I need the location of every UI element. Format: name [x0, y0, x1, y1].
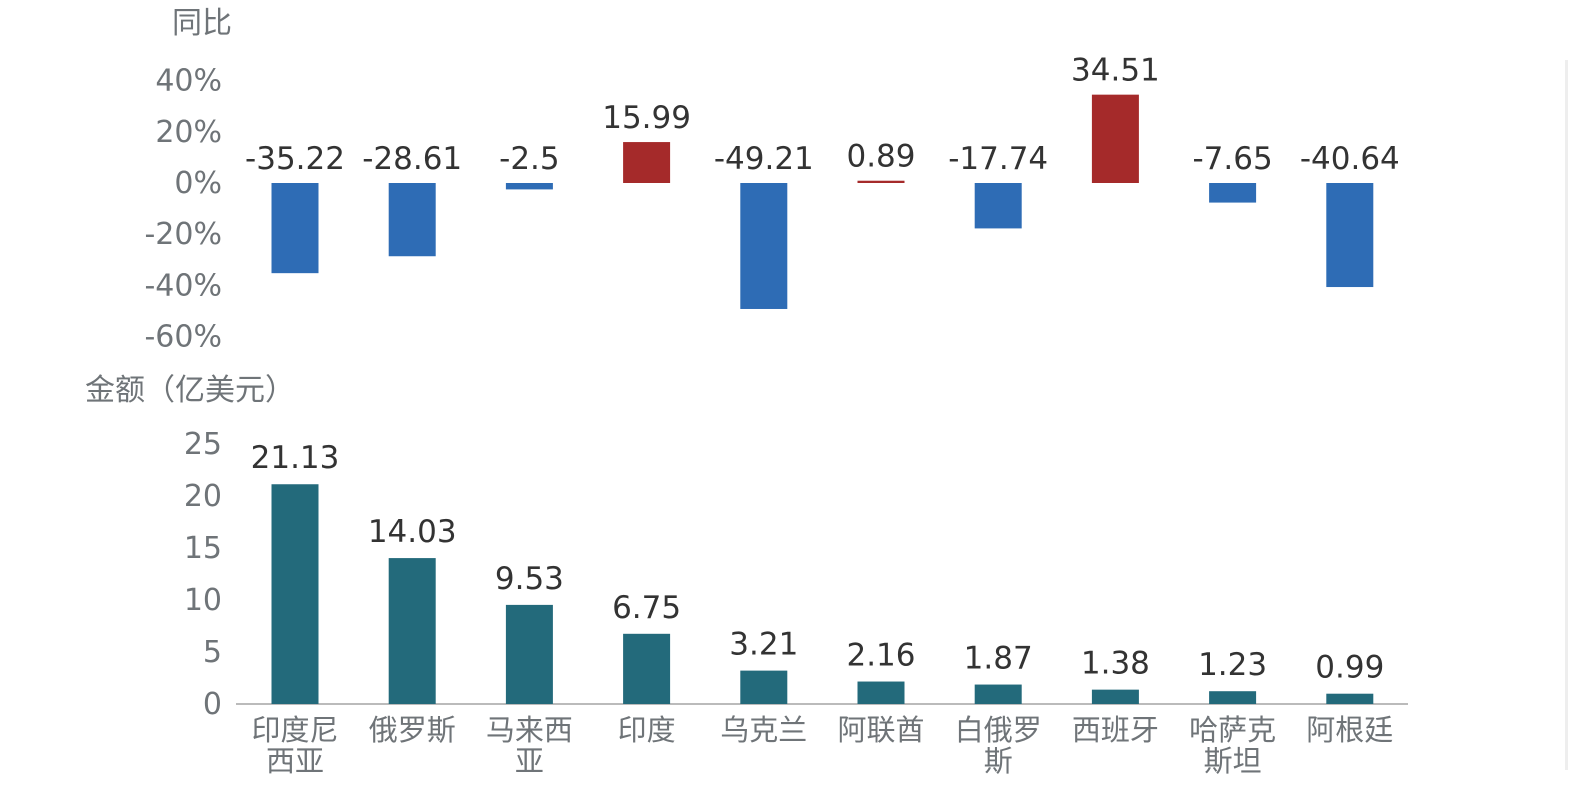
- amount-value-label: 1.23: [1198, 647, 1267, 683]
- amount-y-tick: 10: [184, 583, 222, 618]
- amount-bar: [271, 484, 319, 704]
- amount-bar: [505, 604, 553, 704]
- yoy-value-label: -49.21: [714, 141, 814, 177]
- yoy-bar: [623, 142, 671, 183]
- category-label: 印度尼: [251, 713, 338, 747]
- yoy-value-label: -2.5: [499, 141, 560, 177]
- amount-bar: [857, 681, 905, 704]
- amount-bar: [740, 670, 788, 704]
- yoy-bar: [271, 183, 319, 274]
- category-label: 阿根廷: [1306, 713, 1393, 747]
- yoy-y-tick: -20%: [144, 217, 222, 252]
- yoy-value-label: 34.51: [1071, 53, 1160, 89]
- yoy-bar: [1326, 183, 1374, 288]
- yoy-bar: [1091, 94, 1139, 183]
- yoy-y-ticks: 40% 20% 0% -20% -40% -60%: [144, 64, 222, 355]
- category-label: 俄罗斯: [369, 713, 456, 747]
- amount-data-labels: 21.13 14.03 9.53 6.75 3.21 2.16 1.87 1.38 1.23 0.…: [251, 440, 1385, 685]
- yoy-value-label: -17.74: [948, 141, 1048, 177]
- category-label: 哈萨克: [1189, 713, 1276, 747]
- amount-value-label: 21.13: [251, 440, 340, 476]
- yoy-bars: [271, 94, 1374, 309]
- amount-y-ticks: 25 20 15 10 5 0: [184, 427, 222, 722]
- yoy-y-tick: -40%: [144, 268, 222, 303]
- amount-y-tick: 0: [203, 687, 222, 722]
- category-label: 斯坦: [1204, 744, 1262, 778]
- yoy-y-tick: 20%: [155, 115, 222, 150]
- category-label: 乌克兰: [720, 713, 807, 747]
- category-label: 白俄罗: [955, 713, 1042, 747]
- yoy-y-tick: 0%: [174, 166, 222, 201]
- amount-bar: [974, 684, 1022, 704]
- yoy-bar: [857, 180, 905, 183]
- category-label: 马来西: [486, 713, 573, 747]
- amount-value-label: 0.99: [1315, 650, 1384, 686]
- yoy-value-label: -40.64: [1300, 141, 1400, 177]
- yoy-value-label: 15.99: [602, 100, 691, 136]
- amount-value-label: 3.21: [729, 627, 798, 663]
- yoy-value-label: -35.22: [245, 141, 345, 177]
- yoy-value-label: -28.61: [362, 141, 462, 177]
- right-edge-divider: [1565, 60, 1568, 770]
- amount-value-label: 14.03: [368, 514, 457, 550]
- yoy-value-label: -7.65: [1192, 141, 1272, 177]
- yoy-y-tick: -60%: [144, 320, 222, 355]
- yoy-value-label: 0.89: [846, 139, 915, 175]
- amount-value-label: 1.38: [1081, 646, 1150, 682]
- yoy-bar: [974, 183, 1022, 229]
- amount-y-tick: 20: [184, 479, 222, 514]
- category-label: 阿联酋: [837, 713, 924, 747]
- amount-bar: [388, 558, 436, 704]
- category-label: 亚: [515, 744, 544, 778]
- amount-bar: [623, 633, 671, 704]
- yoy-bar: [1209, 183, 1257, 203]
- amount-bar: [1091, 689, 1139, 704]
- category-label: 斯: [984, 744, 1013, 778]
- amount-y-tick: 15: [184, 531, 222, 566]
- yoy-bar: [505, 183, 553, 190]
- yoy-bar: [740, 183, 788, 309]
- amount-value-label: 6.75: [612, 590, 681, 626]
- amount-bar: [1209, 691, 1257, 704]
- category-label: 西班牙: [1072, 713, 1159, 747]
- category-label: 西亚: [266, 744, 324, 778]
- amount-y-tick: 25: [184, 427, 222, 462]
- amount-axis-label: 金额（亿美元）: [85, 373, 295, 408]
- yoy-data-labels: -35.22 -28.61 -2.5 15.99 -49.21 0.89 -17.74 34.…: [245, 53, 1400, 177]
- amount-y-tick: 5: [203, 635, 222, 670]
- yoy-y-tick: 40%: [155, 64, 222, 99]
- yoy-bar: [388, 183, 436, 257]
- amount-value-label: 1.87: [964, 641, 1033, 677]
- amount-value-label: 9.53: [495, 561, 564, 597]
- yoy-axis-label: 同比: [172, 6, 232, 41]
- amount-bars: [271, 484, 1374, 704]
- category-label: 印度: [618, 713, 676, 747]
- amount-bar: [1326, 693, 1374, 704]
- amount-value-label: 2.16: [846, 638, 915, 674]
